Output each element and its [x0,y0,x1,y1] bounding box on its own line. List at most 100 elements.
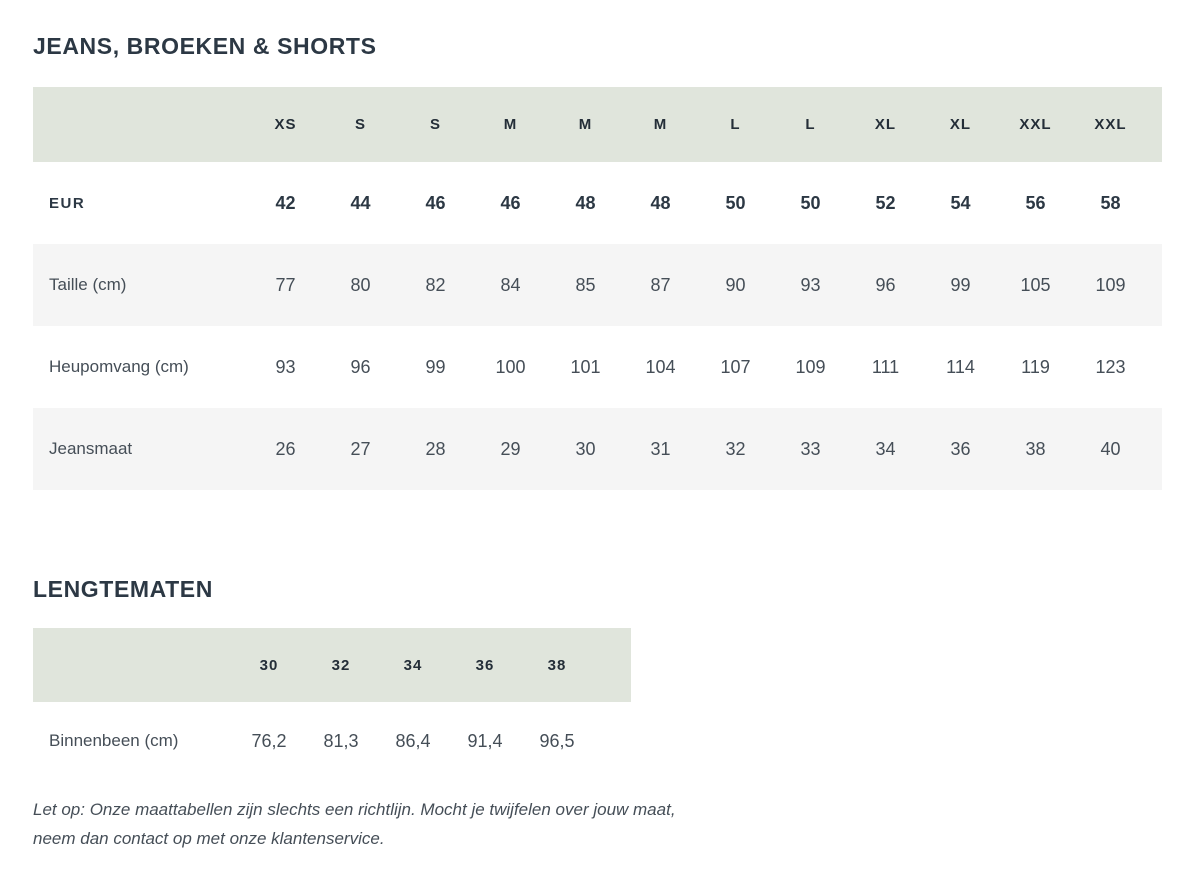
size-value-cell: 91,4 [467,730,503,751]
size-value-cell: 84 [500,274,521,295]
size-value-cell: 34 [875,438,896,459]
size-value-cell: 42 [275,192,296,213]
size-value-cell: 50 [800,192,821,213]
row-label: Binnenbeen (cm) [49,731,179,750]
size-value-cell: 105 [1020,274,1051,295]
size-header-cell: 36 [475,656,495,674]
filler-cell [1148,408,1162,490]
section-jeans-broeken-shorts: JEANS, BROEKEN & SHORTS XS S S M M M L L XL XL XXL… [33,33,1200,490]
size-value-cell: 87 [650,274,671,295]
disclaimer-note: Let op: Onze maattabellen zijn slechts e… [33,795,1200,853]
size-value-cell: 123 [1095,356,1126,377]
size-value-cell: 119 [1021,356,1050,377]
size-value-cell: 58 [1100,192,1121,213]
row-label: Jeansmaat [49,439,133,458]
size-header-cell: 32 [331,656,351,674]
measurement-row: Jeansmaat 26 27 28 29 30 31 32 33 34 36 38 40 [33,408,1162,490]
size-value-cell: 93 [800,274,821,295]
size-value-cell: 33 [800,438,821,459]
size-header-cell: M [578,116,593,133]
size-value-cell: 40 [1100,438,1121,459]
disclaimer-line-1: Let op: Onze maattabellen zijn slechts e… [33,800,676,819]
size-value-cell: 99 [950,274,971,295]
size-header-row: XS S S M M M L L XL XL XXL XXL [33,87,1162,162]
size-value-cell: 99 [425,356,446,377]
size-value-cell: 100 [495,356,526,377]
size-value-cell: 80 [350,274,371,295]
size-value-cell: 81,3 [323,730,359,751]
size-header-cell: L [805,116,816,133]
size-value-cell: 109 [1095,274,1126,295]
size-value-cell: 76,2 [251,730,287,751]
size-header-cell: 30 [259,656,279,674]
size-value-cell: 44 [350,192,371,213]
size-header-cell: M [653,116,668,133]
measurement-row: Taille (cm) 77 80 82 84 85 87 90 93 96 99 105 109 [33,244,1162,326]
row-label: Heupomvang (cm) [49,357,189,376]
size-header-cell: 34 [403,656,423,674]
size-header-cell: S [354,116,366,133]
size-header-cell: XL [874,116,897,133]
size-value-cell: 50 [725,192,746,213]
length-size-table: 30 32 34 36 38 Binnenbeen (cm) 76,2 81,3 86,4 91,… [33,628,631,780]
row-label: EUR [49,194,86,212]
size-value-cell: 93 [275,356,296,377]
size-value-cell: 52 [875,192,896,213]
section-lengtematen: LENGTEMATEN 30 32 34 36 38 Binnenbeen (cm) 76,… [33,576,1200,780]
size-value-cell: 48 [650,192,671,213]
size-value-cell: 111 [871,356,900,377]
filler-cell [593,702,631,780]
disclaimer-line-2: neem dan contact op met onze klantenserv… [33,829,385,848]
row-label: Taille (cm) [49,275,127,294]
size-value-cell: 104 [645,356,676,377]
size-header-cell: XL [949,116,972,133]
size-header-cell: L [730,116,741,133]
size-value-cell: 85 [575,274,596,295]
filler-cell [1148,326,1162,408]
size-value-cell: 27 [350,438,371,459]
size-value-cell: 32 [725,438,746,459]
size-header-cell: XXL [1019,116,1052,133]
size-value-cell: 82 [425,274,446,295]
measurement-row: Binnenbeen (cm) 76,2 81,3 86,4 91,4 96,5 [33,702,631,780]
filler-cell [1148,244,1162,326]
corner-cell [33,87,248,162]
size-value-cell: 101 [570,356,601,377]
size-value-cell: 36 [950,438,971,459]
size-value-cell: 96 [875,274,896,295]
lengths-section-title: LENGTEMATEN [33,576,213,602]
size-value-cell: 90 [725,274,746,295]
size-value-cell: 109 [795,356,826,377]
size-header-cell: M [503,116,518,133]
size-value-cell: 29 [500,438,521,459]
filler-cell [593,628,631,702]
measurement-row: Heupomvang (cm) 93 96 99 100 101 104 107 109 111 1… [33,326,1162,408]
size-header-cell: 38 [547,656,567,674]
size-value-cell: 56 [1025,192,1046,213]
corner-cell [33,628,233,702]
filler-cell [1148,162,1162,244]
size-value-cell: 28 [425,438,446,459]
jeans-size-table: XS S S M M M L L XL XL XXL XXL EUR 42 44 46 46 48 48 50 50 52… [33,87,1162,490]
jeans-section-title: JEANS, BROEKEN & SHORTS [33,33,377,59]
size-value-cell: 46 [425,192,446,213]
size-value-cell: 30 [575,438,596,459]
size-value-cell: 114 [946,356,975,377]
size-value-cell: 26 [275,438,296,459]
size-value-cell: 31 [650,438,671,459]
size-value-cell: 96 [350,356,371,377]
size-header-cell: XXL [1094,116,1127,133]
size-value-cell: 38 [1025,438,1046,459]
size-value-cell: 46 [500,192,521,213]
size-header-row: 30 32 34 36 38 [33,628,631,702]
filler-cell [1148,87,1162,162]
size-value-cell: 96,5 [539,730,575,751]
size-value-cell: 86,4 [395,730,431,751]
size-value-cell: 48 [575,192,596,213]
size-header-cell: S [429,116,441,133]
size-value-cell: 77 [275,274,296,295]
size-value-cell: 54 [950,192,971,213]
size-value-cell: 107 [720,356,751,377]
measurement-row: EUR 42 44 46 46 48 48 50 50 52 54 56 58 [33,162,1162,244]
size-guide-page: JEANS, BROEKEN & SHORTS XS S S M M M L L XL XL XXL… [33,33,1200,853]
